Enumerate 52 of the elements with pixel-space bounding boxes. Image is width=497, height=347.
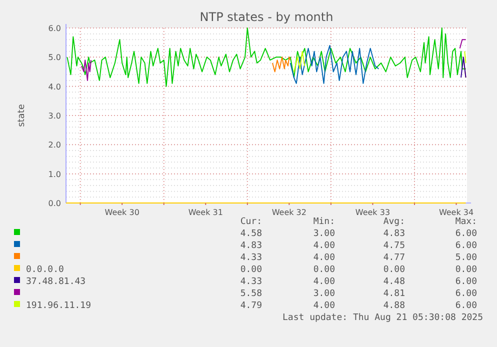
text: 0.00 xyxy=(240,265,262,275)
chart-title: NTP states - by month xyxy=(200,10,334,24)
line-series xyxy=(290,45,380,84)
text: 4.58 xyxy=(240,229,262,239)
x-tick-label: Week 34 xyxy=(438,208,474,217)
legend-label: 37.48.81.43 xyxy=(26,277,86,287)
text: Avg: xyxy=(383,217,405,227)
y-tick-label: 6.0 xyxy=(48,24,61,33)
text: 4.00 xyxy=(313,253,335,263)
x-tick-label: Week 30 xyxy=(104,208,140,217)
text: 6.00 xyxy=(455,229,477,239)
text: Last update: Thu Aug 21 05:30:08 2025 xyxy=(282,313,483,323)
text: 6.00 xyxy=(455,289,477,299)
text: 4.00 xyxy=(313,277,335,287)
text: 3.00 xyxy=(313,289,335,299)
text: 4.77 xyxy=(383,253,405,263)
text: 4.83 xyxy=(240,241,262,251)
y-tick-label: 1.0 xyxy=(48,170,61,179)
y-tick-label: 4.0 xyxy=(48,82,61,92)
text: 4.33 xyxy=(240,277,262,287)
text: 4.33 xyxy=(240,253,262,263)
text: 0.00 xyxy=(313,265,335,275)
text: 3.00 xyxy=(313,229,335,239)
text: 6.00 xyxy=(455,277,477,287)
text: 4.88 xyxy=(383,301,405,311)
x-tick-label: Week 31 xyxy=(188,208,223,217)
text: 4.00 xyxy=(313,241,335,251)
y-tick-label: 0.0 xyxy=(48,199,61,208)
text: 6.00 xyxy=(455,301,477,311)
legend-label: 191.96.11.19 xyxy=(26,301,92,311)
text: 4.75 xyxy=(383,241,405,251)
x-tick-label: Week 32 xyxy=(272,208,306,217)
y-tick-label: 5.0 xyxy=(48,53,61,62)
x-tick-label: Week 33 xyxy=(355,208,390,217)
text: Min: xyxy=(313,217,335,227)
text: 6.00 xyxy=(455,241,477,251)
legend-label: 0.0.0.0 xyxy=(26,265,64,275)
text: 4.81 xyxy=(383,289,405,299)
text: 4.48 xyxy=(383,277,405,287)
text: 5.58 xyxy=(240,289,262,299)
text: 4.00 xyxy=(313,301,335,311)
line-series xyxy=(66,28,466,87)
text: 4.83 xyxy=(383,229,405,239)
y-axis-title: state xyxy=(17,104,27,127)
text: Max: xyxy=(455,217,477,227)
text: 0.00 xyxy=(383,265,405,275)
text: 4.79 xyxy=(240,301,262,311)
text: 0.00 xyxy=(455,265,477,275)
text: 5.00 xyxy=(455,253,477,263)
y-tick-label: 2.0 xyxy=(48,140,61,150)
text: Cur: xyxy=(240,217,262,227)
y-tick-label: 3.0 xyxy=(48,112,61,120)
